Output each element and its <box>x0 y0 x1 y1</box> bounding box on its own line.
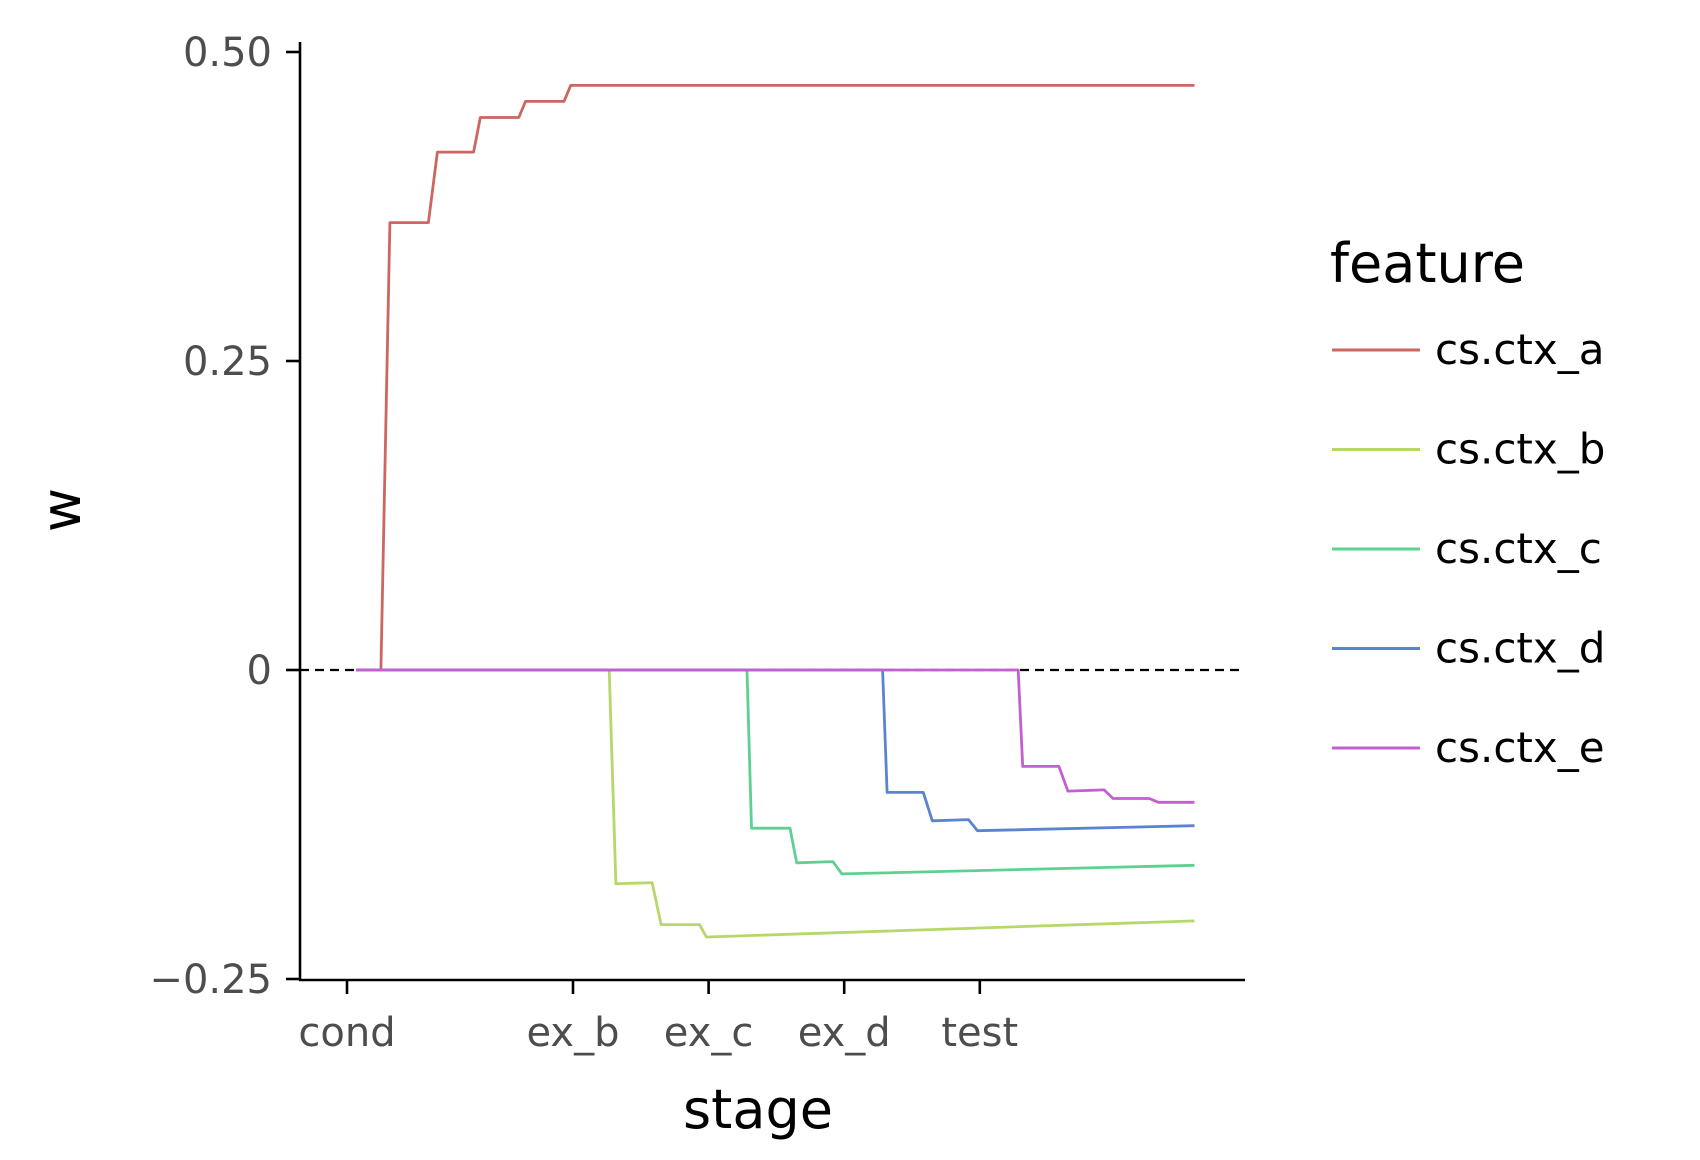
y-tick-label: 0.25 <box>183 339 272 385</box>
plot-area <box>300 84 1245 939</box>
y-tick-label: 0.50 <box>183 30 272 76</box>
series-lines <box>356 84 1195 939</box>
legend-item: cs.ctx_e <box>1332 723 1605 772</box>
x-axis-title: stage <box>683 1078 833 1141</box>
series-line-cs-ctx-c <box>356 668 1195 876</box>
x-axis-ticks: cond ex_b ex_c ex_d test <box>298 980 1018 1056</box>
series-line-cs-ctx-e <box>356 668 1195 804</box>
y-tick-label: −0.25 <box>149 957 272 1003</box>
y-tick-label: 0 <box>247 648 272 694</box>
x-tick-label: ex_c <box>664 1010 754 1056</box>
legend-label: cs.ctx_d <box>1435 624 1605 673</box>
series-line-cs-ctx-a <box>356 84 1195 672</box>
legend-label: cs.ctx_e <box>1435 723 1605 772</box>
legend-title: feature <box>1330 232 1525 295</box>
series-line-cs-ctx-d <box>356 668 1195 833</box>
y-axis-ticks: 0.50 0.25 0 −0.25 <box>149 30 300 1003</box>
legend-label: cs.ctx_a <box>1435 325 1604 374</box>
legend-item: cs.ctx_c <box>1332 524 1602 573</box>
legend-label: cs.ctx_c <box>1435 524 1602 573</box>
legend-item: cs.ctx_d <box>1332 624 1605 673</box>
x-tick-label: cond <box>298 1010 395 1056</box>
legend: feature cs.ctx_a cs.ctx_b cs.ctx_c cs.ctx_d… <box>1330 232 1605 772</box>
y-axis-title: w <box>30 488 93 532</box>
x-tick-label: ex_b <box>527 1010 620 1056</box>
axes: 0.50 0.25 0 −0.25 cond ex_b ex_c ex_d test <box>149 30 1245 1056</box>
x-tick-label: ex_d <box>798 1010 891 1056</box>
legend-label: cs.ctx_b <box>1435 425 1605 474</box>
legend-item: cs.ctx_a <box>1332 325 1604 374</box>
legend-items: cs.ctx_a cs.ctx_b cs.ctx_c cs.ctx_d cs.ctx_e <box>1332 325 1605 772</box>
x-tick-label: test <box>941 1010 1018 1056</box>
series-line-cs-ctx-b <box>356 668 1195 939</box>
legend-item: cs.ctx_b <box>1332 425 1605 474</box>
